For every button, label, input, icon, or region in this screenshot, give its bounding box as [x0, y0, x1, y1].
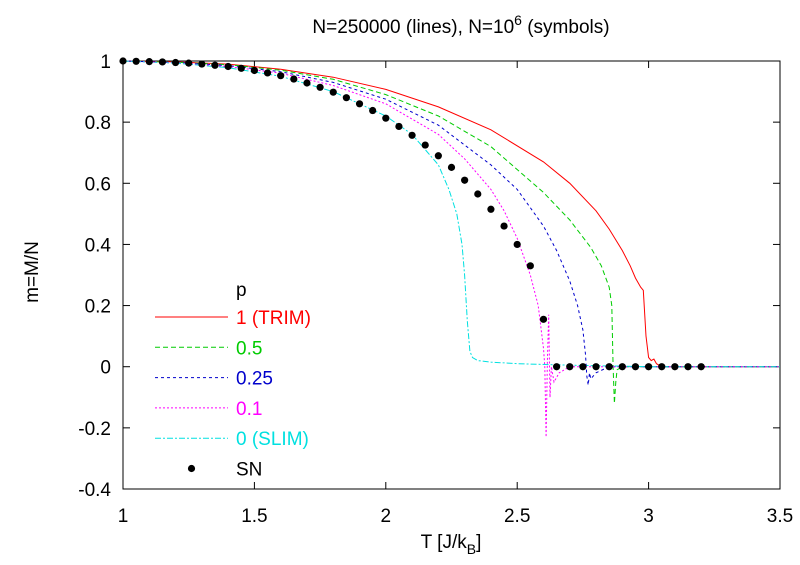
legend-title: p: [236, 280, 247, 301]
x-tick-labels: 1 1.5 2 2.5 3 3.5: [118, 506, 794, 527]
sn-point: [684, 363, 692, 371]
legend-symbol: [187, 464, 196, 473]
legend-label: 1 (TRIM): [236, 308, 311, 329]
legend-label: 0.25: [236, 369, 273, 390]
series-line: [122, 60, 780, 438]
sn-point: [198, 60, 206, 68]
sn-point: [316, 83, 324, 91]
sn-point: [303, 79, 311, 87]
sn-point: [697, 363, 705, 371]
plot-frame: [122, 60, 781, 490]
title-main: N=250000 (lines), N=10: [312, 17, 514, 38]
sn-point: [237, 64, 245, 72]
sn-point: [290, 75, 298, 83]
sn-point: [132, 57, 140, 65]
sn-point: [579, 363, 587, 371]
x-tick-label: 2.5: [504, 506, 530, 527]
xlabel-tail: ]: [476, 532, 481, 553]
sn-point: [434, 152, 442, 160]
sn-point: [342, 94, 350, 102]
series-line: [122, 60, 780, 368]
legend-label: SN: [236, 460, 262, 481]
svg-text:N=250000 (lines), N=106 (symbo: N=250000 (lines), N=106 (symbols): [312, 12, 609, 38]
sn-point: [658, 363, 666, 371]
y-tick-label: 0.8: [85, 113, 111, 134]
series-lines: [122, 60, 780, 438]
sn-point: [526, 262, 534, 270]
sn-point: [592, 363, 600, 371]
y-tick-label: 0: [100, 358, 111, 379]
xlabel-main: T [J/k: [421, 532, 468, 553]
x-tick-label: 2: [381, 506, 392, 527]
sn-point: [645, 363, 653, 371]
y-tick-label: 0.4: [85, 235, 112, 256]
sn-point: [263, 69, 272, 77]
sn-point: [224, 62, 232, 71]
x-axis-label: T [J/kB]: [421, 532, 482, 557]
y-tick-label: -0.2: [78, 419, 111, 440]
sn-point: [631, 363, 640, 371]
sn-point: [605, 363, 613, 371]
sn-point: [408, 131, 416, 139]
y-tick-label: -0.4: [78, 480, 111, 501]
legend-label: 0 (SLIM): [236, 429, 309, 450]
x-tick-label: 3.5: [767, 506, 793, 527]
xlabel-sub: B: [467, 541, 476, 557]
sn-point: [447, 163, 456, 171]
legend-label: 0.5: [236, 338, 262, 359]
sn-point: [171, 58, 180, 67]
sn-point: [539, 315, 548, 323]
y-tick-labels: -0.4 -0.2 0 0.2 0.4 0.6 0.8 1: [78, 52, 111, 501]
axis-ticks: [122, 60, 781, 490]
title-exp: 6: [514, 12, 522, 28]
sn-point: [395, 122, 403, 131]
sn-point: [250, 66, 258, 75]
sn-point: [369, 106, 377, 115]
y-axis-label: m=M/N: [22, 241, 43, 303]
sn-point: [277, 72, 285, 80]
sn-point: [500, 222, 508, 230]
series-line: [122, 60, 780, 368]
sn-point: [158, 58, 167, 66]
sn-point: [671, 363, 679, 371]
x-tick-label: 1: [118, 506, 129, 527]
sn-point: [185, 59, 193, 67]
sn-point: [553, 363, 561, 371]
sn-symbols: [119, 57, 705, 371]
sn-point: [513, 240, 521, 249]
series-line: [122, 60, 780, 386]
chart-title: N=250000 (lines), N=106 (symbols): [312, 12, 609, 38]
sn-point: [487, 205, 495, 213]
title-tail: (symbols): [522, 17, 610, 38]
sn-point: [329, 88, 337, 96]
sn-point: [355, 100, 364, 108]
sn-point: [474, 190, 482, 198]
legend: p 1 (TRIM) 0.5 0.25 0.1 0 (SLIM) SN: [155, 280, 311, 481]
sn-point: [566, 363, 574, 371]
sn-point: [382, 114, 390, 122]
sn-point: [211, 61, 219, 69]
legend-label: 0.1: [236, 399, 262, 420]
sn-point: [461, 176, 469, 184]
sn-point: [119, 57, 127, 65]
x-tick-label: 1.5: [241, 506, 267, 527]
sn-point: [145, 58, 153, 66]
sn-point: [421, 141, 429, 149]
y-tick-label: 0.2: [85, 297, 111, 318]
y-tick-label: 1: [100, 52, 111, 73]
y-tick-label: 0.6: [85, 174, 111, 195]
x-tick-label: 3: [643, 506, 654, 527]
sn-point: [618, 363, 626, 371]
